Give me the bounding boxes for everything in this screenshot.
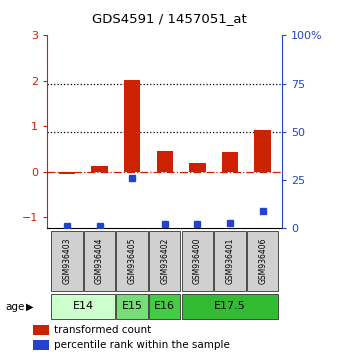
Bar [247,231,278,291]
Bar [33,325,49,335]
Text: GSM936401: GSM936401 [225,238,235,284]
Bar [33,340,49,350]
Text: E16: E16 [154,301,175,311]
Bar [149,231,180,291]
Text: E14: E14 [73,301,94,311]
Bar [117,294,148,319]
Bar [91,166,108,172]
Text: ▶: ▶ [26,302,33,312]
Bar [51,231,82,291]
Text: GSM936406: GSM936406 [258,238,267,284]
Text: E17.5: E17.5 [214,301,246,311]
Bar [222,152,238,172]
Text: E15: E15 [122,301,143,311]
Text: percentile rank within the sample: percentile rank within the sample [54,340,230,350]
Bar [149,294,180,319]
Bar [124,80,140,172]
Bar [255,130,271,172]
Text: GDS4591 / 1457051_at: GDS4591 / 1457051_at [92,12,246,25]
Text: age: age [5,302,24,312]
Bar [214,231,246,291]
Bar [84,231,115,291]
Bar [156,151,173,172]
Text: GSM936405: GSM936405 [128,238,137,284]
Bar [117,231,148,291]
Text: GSM936402: GSM936402 [160,238,169,284]
Text: GSM936404: GSM936404 [95,238,104,284]
Bar [51,294,115,319]
Text: GSM936403: GSM936403 [63,238,71,284]
Bar [182,231,213,291]
Bar [189,164,206,172]
Bar [182,294,278,319]
Text: GSM936400: GSM936400 [193,238,202,284]
Text: transformed count: transformed count [54,325,151,335]
Bar [59,172,75,174]
